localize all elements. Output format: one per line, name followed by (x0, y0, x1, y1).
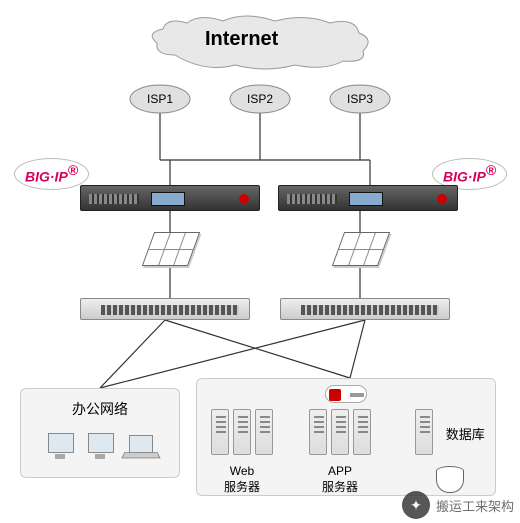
bigip-appliance-left (80, 185, 260, 211)
app-servers: APP 服务器 (307, 409, 373, 495)
isp1-label: ISP1 (147, 92, 173, 106)
app-label: APP 服务器 (307, 464, 373, 495)
workstation-icon (46, 431, 76, 461)
web-servers: Web 服务器 (209, 409, 275, 495)
isp2-label: ISP2 (247, 92, 273, 106)
switch-left (80, 298, 250, 320)
watermark-text: 搬运工来架构 (436, 496, 514, 515)
zone-datacenter: Web 服务器 APP 服务器 数据库 (196, 378, 496, 496)
server-icon (415, 409, 433, 455)
firewall-left (142, 232, 200, 266)
server-icon (255, 409, 273, 455)
database: 数据库 (409, 409, 489, 501)
zone-office-title: 办公网络 (21, 399, 179, 419)
workstation-icon (86, 431, 116, 461)
firewall-right (332, 232, 390, 266)
security-key-icon (325, 385, 367, 403)
switch-right (280, 298, 450, 320)
laptop-icon (123, 435, 157, 461)
server-icon (309, 409, 327, 455)
web-label: Web 服务器 (209, 464, 275, 495)
internet-label: Internet (205, 28, 278, 51)
bigip-appliance-right (278, 185, 458, 211)
zone-office: 办公网络 (20, 388, 180, 478)
server-icon (331, 409, 349, 455)
server-icon (233, 409, 251, 455)
db-label: 数据库 (446, 427, 485, 442)
watermark: ✦ 搬运工来架构 (402, 491, 514, 519)
wechat-icon: ✦ (402, 491, 430, 519)
bigip-logo-left: BIG·IP® (14, 158, 89, 190)
isp3-label: ISP3 (347, 92, 373, 106)
server-icon (353, 409, 371, 455)
server-icon (211, 409, 229, 455)
